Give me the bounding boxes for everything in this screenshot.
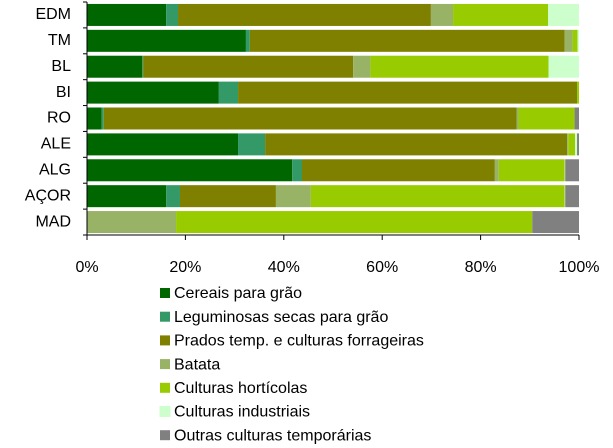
bar-segment [103, 107, 517, 130]
bar-segment [143, 55, 354, 78]
bar-segment [430, 3, 454, 26]
bar-segment [565, 185, 579, 208]
bar-segment [238, 81, 578, 104]
legend-label: Leguminosas secas para grão [174, 309, 388, 326]
bar-segment [176, 211, 533, 234]
y-tick-label: ALG [39, 161, 71, 178]
x-tick-label: 60% [366, 259, 398, 276]
bar-segment [577, 29, 579, 52]
x-tick-label: 100% [559, 259, 600, 276]
bar-segment [370, 55, 549, 78]
bar-segment [565, 159, 579, 182]
bar-segment [87, 133, 239, 156]
legend-swatch [160, 359, 170, 370]
bar-segment [87, 185, 167, 208]
x-tick-label: 80% [465, 259, 497, 276]
legend-label: Culturas hortícolas [174, 380, 307, 397]
bar-segment [238, 133, 266, 156]
y-tick-label: TM [48, 32, 71, 49]
y-tick-label: EDM [35, 6, 71, 23]
bar-segment [87, 29, 246, 52]
legend-swatch [160, 288, 170, 298]
bar-segment [166, 185, 180, 208]
y-tick-label: BL [51, 58, 71, 75]
bar-segment [275, 185, 311, 208]
legend-label: Batata [174, 356, 220, 373]
bar-segment [577, 133, 579, 156]
bar-segment [498, 159, 565, 182]
bar-segment [567, 133, 569, 156]
bar-segment [166, 3, 179, 26]
y-tick-label: RO [47, 110, 71, 127]
bar-segment [518, 107, 575, 130]
bar-segment [249, 29, 565, 52]
bar-segment [575, 133, 578, 156]
bar-segment [577, 81, 579, 104]
legend-swatch [160, 335, 170, 346]
bar-segment [564, 29, 573, 52]
legend-label: Prados temp. e culturas forrageiras [174, 333, 424, 350]
bar-segment [101, 107, 104, 130]
bar-segment [245, 29, 250, 52]
legend-label: Cereais para grão [174, 285, 302, 302]
bar-segment [548, 55, 579, 78]
y-tick-label: MAD [35, 213, 71, 230]
y-tick-label: ALE [41, 136, 71, 153]
x-tick-label: 0% [75, 259, 98, 276]
bar-segment [87, 211, 177, 234]
bar-segment [265, 133, 568, 156]
legend-label: Culturas industriais [174, 404, 310, 421]
bar-segment [292, 159, 303, 182]
bar-segment [87, 3, 167, 26]
legend-swatch [160, 311, 170, 322]
y-tick-label: BI [56, 84, 71, 101]
bar-segment [310, 185, 565, 208]
bar-segment [87, 159, 293, 182]
x-tick-label: 40% [268, 259, 300, 276]
legend-swatch [159, 406, 171, 417]
bar-segment [516, 107, 519, 130]
legend-swatch [160, 430, 170, 441]
bar-segment [574, 107, 579, 130]
bar-segment [142, 55, 144, 78]
legend-swatch [160, 382, 170, 393]
bar-segment [353, 55, 371, 78]
bar-segment [87, 81, 219, 104]
legend-label: Outras culturas temporárias [174, 427, 371, 444]
bar-segment [568, 133, 576, 156]
bar-segment [572, 29, 578, 52]
x-tick-label: 20% [169, 259, 201, 276]
bar-segment [179, 185, 276, 208]
bar-segment [453, 3, 549, 26]
bar-segment [218, 81, 239, 104]
bar-segment [532, 211, 579, 234]
bar-segment [87, 55, 143, 78]
bar-segment [548, 3, 579, 26]
bar-segment [178, 3, 431, 26]
bar-segment [494, 159, 499, 182]
bar-segment [302, 159, 495, 182]
bar-segment [87, 107, 102, 130]
y-tick-label: AÇOR [25, 187, 71, 204]
